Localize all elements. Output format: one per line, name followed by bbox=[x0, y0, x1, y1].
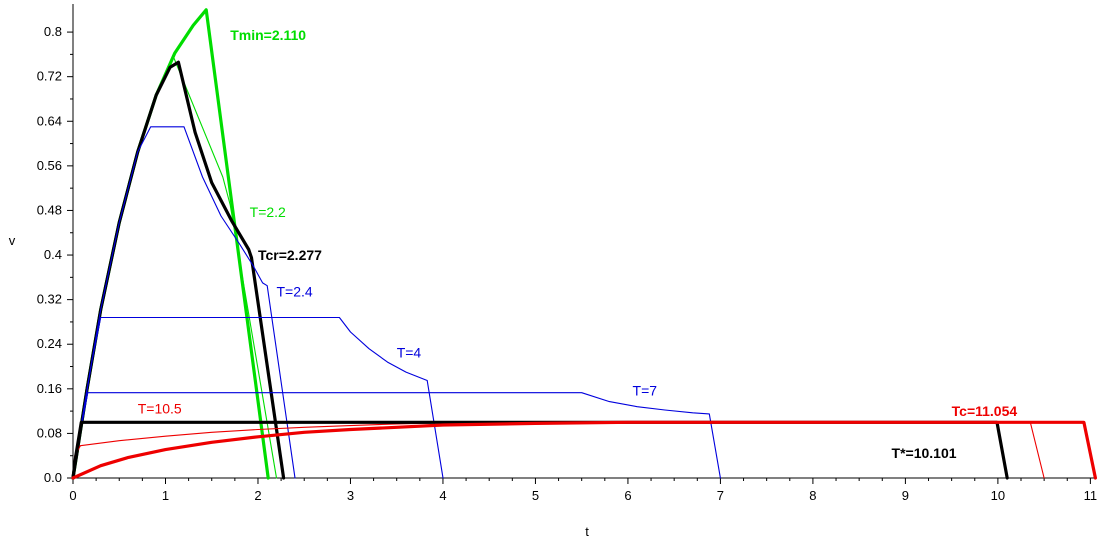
y-tick-label: 0.16 bbox=[37, 381, 62, 396]
annotation-layer: Tmin=2.110 T=2.2 Tcr=2.277 T=2.4 T=4 T=7 T=10.… bbox=[138, 27, 1018, 461]
annotation-label: T=10.5 bbox=[138, 400, 182, 416]
x-axis: 0 1 2 3 4 5 6 7 8 9 10 11 bbox=[69, 477, 1098, 503]
x-tick-label: 0 bbox=[69, 488, 76, 503]
annotation-label: Tc=11.054 bbox=[952, 403, 1018, 419]
x-tick-label: 11 bbox=[1084, 488, 1098, 503]
y-tick-label: 0.4 bbox=[44, 247, 62, 262]
y-axis: 0.0 0.08 0.16 0.24 0.32 0.4 0.48 0.56 0.64 0.72 0.… bbox=[37, 4, 74, 485]
x-tick-label: 8 bbox=[809, 488, 816, 503]
y-tick-label: 0.32 bbox=[37, 292, 62, 307]
annotation-label: T=2.4 bbox=[276, 283, 312, 299]
y-tick-label: 0.72 bbox=[37, 69, 62, 84]
x-tick-label: 3 bbox=[347, 488, 354, 503]
x-tick-label: 10 bbox=[991, 488, 1005, 503]
x-tick-label: 9 bbox=[902, 488, 909, 503]
y-tick-label: 0.8 bbox=[44, 24, 62, 39]
series-line-tc-11-054 bbox=[71, 420, 1097, 480]
series-line-t-2-4 bbox=[72, 126, 296, 479]
annotation-label: T*=10.101 bbox=[892, 445, 957, 461]
y-tick-label: 0.64 bbox=[37, 113, 62, 128]
y-tick-label: 0.56 bbox=[37, 158, 62, 173]
series-layer bbox=[71, 8, 1097, 480]
y-tick-label: 0.48 bbox=[37, 202, 62, 217]
series-line-t-10-101 bbox=[71, 420, 1009, 480]
x-tick-label: 1 bbox=[162, 488, 169, 503]
y-tick-label: 0.08 bbox=[37, 425, 62, 440]
y-tick-label: 0.24 bbox=[37, 336, 62, 351]
x-tick-label: 7 bbox=[717, 488, 724, 503]
x-tick-label: 2 bbox=[254, 488, 261, 503]
annotation-label: Tcr=2.277 bbox=[258, 247, 322, 263]
annotation-label: T=2.2 bbox=[250, 204, 286, 220]
y-tick-label: 0.0 bbox=[44, 470, 62, 485]
annotation-label: T=7 bbox=[633, 382, 658, 398]
x-tick-label: 4 bbox=[439, 488, 446, 503]
annotation-label: Tmin=2.110 bbox=[230, 27, 306, 43]
x-tick-label: 6 bbox=[624, 488, 631, 503]
annotation-label: T=4 bbox=[397, 345, 422, 361]
x-axis-label: t bbox=[585, 524, 589, 539]
y-axis-label: v bbox=[9, 233, 16, 248]
x-tick-label: 5 bbox=[532, 488, 539, 503]
series-line-t-4 bbox=[72, 316, 444, 479]
